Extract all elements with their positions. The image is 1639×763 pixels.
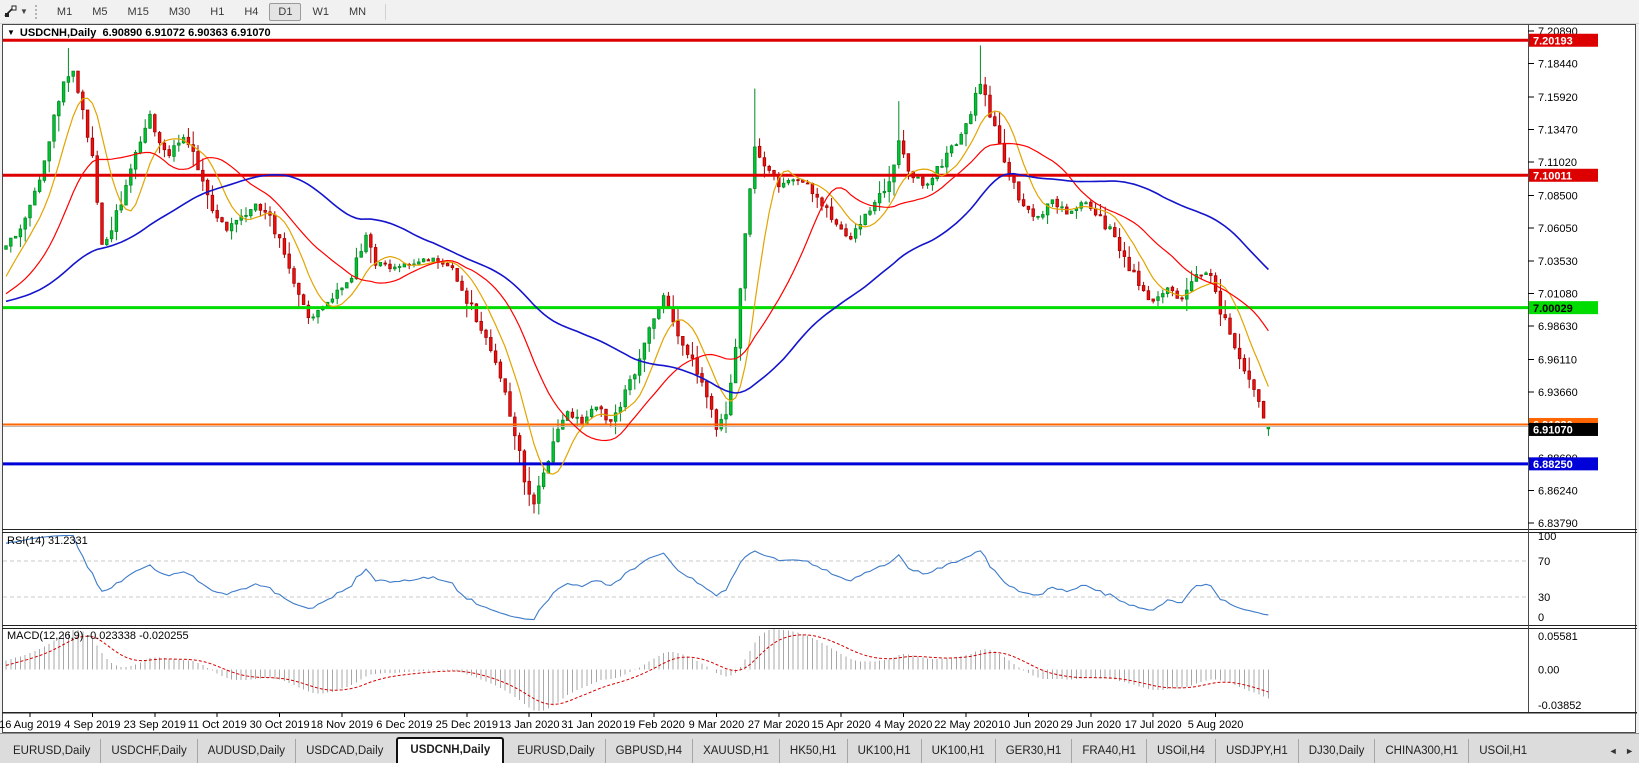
- chart-tab-hk50-h1[interactable]: HK50,H1: [778, 739, 847, 763]
- chart-tab-dj30-daily[interactable]: DJ30,Daily: [1297, 739, 1375, 763]
- chart-tab-gbpusd-h4[interactable]: GBPUSD,H4: [604, 739, 692, 763]
- chart-tab-eurusd-daily[interactable]: EURUSD,Daily: [13, 745, 91, 757]
- toolbar-separator: [385, 3, 387, 20]
- tab-scroll-right-button[interactable]: ►: [1625, 746, 1634, 756]
- chart-tabs: EURUSD,Daily USDCHF,Daily AUDUSD,Daily USDC…: [0, 734, 1597, 763]
- timeframe-button-h4[interactable]: H4: [244, 5, 259, 18]
- chart-title: ▼ USDCNH,Daily 6.90890 6.91072 6.90363 6.…: [7, 27, 271, 39]
- macd-indicator-label: MACD(12,26,9) -0.023338 -0.020255: [7, 630, 189, 642]
- chart-tab-usdcad-daily[interactable]: USDCAD,Daily: [295, 739, 393, 763]
- timeframe-buttons: M1 M5 M15 M30 H1 H4 D1 W1 MN: [47, 2, 376, 21]
- tab-scroll-buttons: ◄ ►: [1604, 746, 1634, 756]
- timeframe-button-w1[interactable]: W1: [312, 5, 329, 18]
- toolbar-grip-handle[interactable]: [34, 4, 40, 19]
- timeframe-button-m5[interactable]: M5: [92, 5, 108, 18]
- timeframe-button-h1[interactable]: H1: [210, 5, 225, 18]
- chart-tabbar: EURUSD,Daily USDCHF,Daily AUDUSD,Daily USDC…: [0, 733, 1639, 763]
- tab-scroll-left-button[interactable]: ◄: [1608, 746, 1618, 756]
- chart-tab-xauusd-h1[interactable]: XAUUSD,H1: [692, 739, 779, 763]
- tool-dropdown-caret-icon[interactable]: ▼: [20, 7, 28, 16]
- chart-tab-usoil-h1[interactable]: USOil,H1: [1468, 739, 1537, 763]
- chart-tab-eurusd-daily[interactable]: EURUSD,Daily: [517, 745, 595, 757]
- chart-tab-usdjpy-h1[interactable]: USDJPY,H1: [1214, 739, 1298, 763]
- chart-tab-audusd-daily[interactable]: AUDUSD,Daily: [196, 739, 295, 763]
- timeframe-button-m30[interactable]: M30: [168, 5, 191, 18]
- chart-tab-usdcnh-daily[interactable]: USDCNH,Daily: [396, 737, 505, 763]
- chart-tab-usdchf-daily[interactable]: USDCHF,Daily: [100, 739, 196, 763]
- rsi-indicator-label: RSI(14) 31.2331: [7, 535, 88, 547]
- timeframe-button-m1[interactable]: M1: [56, 5, 73, 18]
- chart-ohlc-values: 6.90890 6.91072 6.90363 6.91070: [102, 27, 271, 39]
- timeframe-button-mn[interactable]: MN: [348, 5, 367, 18]
- chart-tab-uk100-h1[interactable]: UK100,H1: [920, 739, 995, 763]
- chart-tools-icon[interactable]: [3, 4, 19, 20]
- chart-tab-fra40-h1[interactable]: FRA40,H1: [1071, 739, 1146, 763]
- timeframe-button-d1[interactable]: D1: [269, 2, 302, 21]
- chart-tab-usoil-h4[interactable]: USOil,H4: [1146, 739, 1215, 763]
- chart-window: [2, 24, 1636, 733]
- chart-symbol-label: USDCNH,Daily: [19, 27, 97, 39]
- timeframe-toolbar: ▼ M1 M5 M15 M30 H1 H4 D1 W1 MN: [0, 0, 1639, 24]
- chart-tab-ger30-h1[interactable]: GER30,H1: [994, 739, 1072, 763]
- timeframe-button-m15[interactable]: M15: [127, 5, 149, 18]
- chart-collapse-icon[interactable]: ▼: [7, 28, 15, 37]
- chart-tab-uk100-h1[interactable]: UK100,H1: [846, 739, 921, 763]
- chart-tab-china300-h1[interactable]: CHINA300,H1: [1374, 739, 1468, 763]
